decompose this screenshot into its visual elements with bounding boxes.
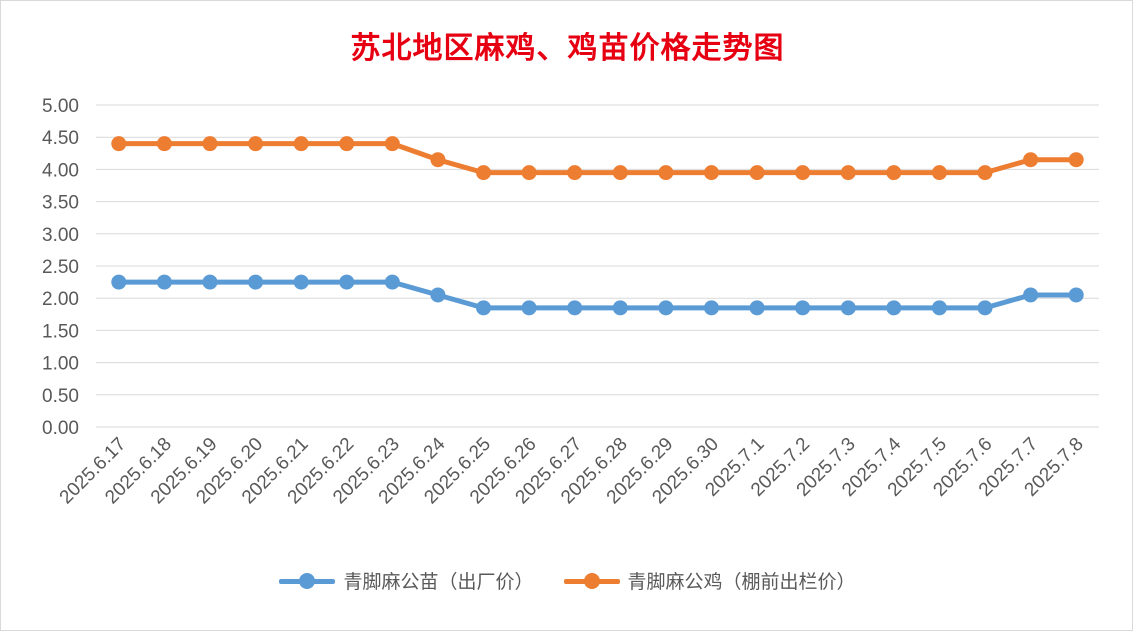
y-tick-label: 4.00 (42, 160, 79, 181)
data-point[interactable] (521, 165, 537, 181)
data-point[interactable] (977, 300, 993, 316)
data-point[interactable] (384, 274, 400, 290)
data-point[interactable] (339, 136, 355, 152)
data-point[interactable] (703, 165, 719, 181)
series-1 (111, 136, 1084, 181)
data-point[interactable] (749, 300, 765, 316)
data-point[interactable] (1068, 152, 1084, 168)
gridlines (96, 104, 1099, 428)
data-point[interactable] (749, 165, 765, 181)
data-point[interactable] (521, 300, 537, 316)
data-point[interactable] (840, 300, 856, 316)
data-point[interactable] (111, 136, 127, 152)
data-point[interactable] (156, 274, 172, 290)
legend-swatch-rooster (563, 572, 620, 590)
data-point[interactable] (156, 136, 172, 152)
legend-item-rooster[interactable]: 青脚麻公鸡（棚前出栏价） (563, 567, 856, 594)
y-tick-label: 3.00 (42, 225, 79, 246)
y-tick-label: 3.50 (42, 193, 79, 214)
data-point[interactable] (111, 274, 127, 290)
data-point[interactable] (248, 274, 264, 290)
data-point[interactable] (931, 300, 947, 316)
data-point[interactable] (476, 165, 492, 181)
legend-label-seedling: 青脚麻公苗（出厂价） (343, 571, 534, 593)
y-tick-label: 2.50 (42, 257, 79, 278)
data-point[interactable] (248, 136, 264, 152)
data-point[interactable] (658, 165, 674, 181)
y-tick-label: 2.00 (42, 289, 79, 310)
legend: 青脚麻公苗（出厂价） 青脚麻公鸡（棚前出栏价） (1, 567, 1133, 594)
legend-item-seedling[interactable]: 青脚麻公苗（出厂价） (279, 567, 534, 594)
x-axis-ticks: 2025.6.172025.6.182025.6.192025.6.202025… (56, 433, 1088, 508)
data-point[interactable] (840, 165, 856, 181)
y-tick-label: 1.00 (42, 354, 79, 375)
data-point[interactable] (293, 274, 309, 290)
y-tick-label: 5.00 (42, 96, 79, 117)
data-point[interactable] (886, 300, 902, 316)
data-point[interactable] (612, 165, 628, 181)
data-point[interactable] (202, 274, 218, 290)
y-tick-label: 4.50 (42, 128, 79, 149)
data-point[interactable] (567, 165, 583, 181)
data-point[interactable] (703, 300, 719, 316)
y-tick-label: 1.50 (42, 321, 79, 342)
plot-area: 0.00 0.50 1.00 1.50 2.00 2.50 3.00 3.50 4.00 4.50… (42, 96, 1099, 508)
series-layer (111, 136, 1084, 316)
data-point[interactable] (795, 165, 811, 181)
data-point[interactable] (977, 165, 993, 181)
series-line (118, 279, 1077, 311)
y-axis-ticks: 0.00 0.50 1.00 1.50 2.00 2.50 3.00 3.50 4.00 4.50… (42, 96, 79, 439)
legend-swatch-seedling (279, 572, 336, 590)
data-point[interactable] (612, 300, 628, 316)
data-point[interactable] (795, 300, 811, 316)
data-point[interactable] (1023, 152, 1039, 168)
data-point[interactable] (658, 300, 674, 316)
data-point[interactable] (202, 136, 218, 152)
data-point[interactable] (886, 165, 902, 181)
data-point[interactable] (384, 136, 400, 152)
data-point[interactable] (293, 136, 309, 152)
data-point[interactable] (339, 274, 355, 290)
chart-title: 苏北地区麻鸡、鸡苗价格走势图 (350, 31, 785, 66)
data-point[interactable] (1068, 287, 1084, 303)
y-tick-label: 0.00 (42, 418, 79, 439)
data-point[interactable] (931, 165, 947, 181)
data-point[interactable] (476, 300, 492, 316)
data-point[interactable] (430, 152, 446, 168)
series-line (118, 141, 1077, 176)
data-point[interactable] (1023, 287, 1039, 303)
data-point[interactable] (430, 287, 446, 303)
y-tick-label: 0.50 (42, 386, 79, 407)
series-0 (111, 274, 1084, 316)
legend-label-rooster: 青脚麻公鸡（棚前出栏价） (627, 571, 856, 593)
data-point[interactable] (567, 300, 583, 316)
